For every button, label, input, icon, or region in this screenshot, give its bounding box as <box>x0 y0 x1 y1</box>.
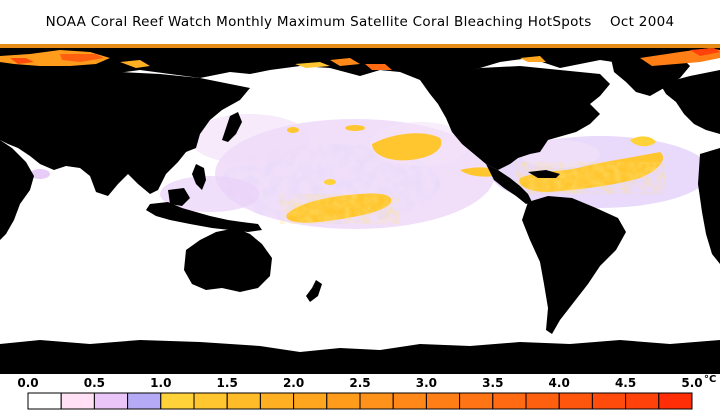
africa-east-land <box>0 140 34 240</box>
colorbar-bin-0 <box>27 392 62 410</box>
colorbar-bin-7 <box>259 392 295 410</box>
caribbean-land <box>528 170 560 178</box>
new-zealand-land <box>306 280 322 302</box>
colorbar-bin-17 <box>591 392 627 410</box>
colorbar-tick-label: 4.0 <box>548 376 570 390</box>
colorbar-bin-13 <box>459 392 494 410</box>
colorbar-bin-10 <box>359 392 394 410</box>
philippines-land <box>192 164 206 190</box>
colorbar-tick-label: 0.0 <box>17 376 39 390</box>
colorbar-tick-label: 5.0 <box>681 376 703 390</box>
colorbar-unit: °C <box>704 374 717 385</box>
colorbar-labels: °C 0.0 0.5 1.0 1.5 2.0 2.5 3.0 3.5 4.0 4.5 5.0 <box>0 374 720 392</box>
colorbar-tick-label: 0.5 <box>83 376 106 390</box>
colorbar-bin-4 <box>160 392 195 410</box>
australia-land <box>184 228 272 292</box>
colorbar-bin-2 <box>93 392 129 410</box>
colorbar-tick-label: 2.5 <box>349 376 371 390</box>
colorbar <box>27 392 693 410</box>
land-masses <box>0 44 720 374</box>
hotspot-map <box>0 44 720 374</box>
colorbar-bin-19 <box>658 392 693 410</box>
eurasia-land <box>0 62 250 196</box>
colorbar-bin-5 <box>193 392 228 410</box>
colorbar-tick-label: 3.5 <box>482 376 504 390</box>
colorbar-bin-12 <box>425 392 461 410</box>
colorbar-bin-16 <box>558 392 593 410</box>
colorbar-bin-6 <box>226 392 261 410</box>
antarctica-land <box>0 340 720 374</box>
hotspot-high-field <box>0 44 720 70</box>
south-america-land <box>522 196 626 334</box>
colorbar-tick-label: 1.0 <box>150 376 172 390</box>
africa-west-land <box>698 148 720 264</box>
colorbar-bin-14 <box>492 392 527 410</box>
north-america-land <box>420 66 610 170</box>
japan-land <box>222 112 242 142</box>
colorbar-bin-9 <box>326 392 361 410</box>
colorbar-bin-11 <box>392 392 427 410</box>
europe-right-land <box>660 70 720 134</box>
colorbar-bin-1 <box>60 392 95 410</box>
indonesia-land <box>146 202 262 232</box>
colorbar-tick-label: 1.5 <box>216 376 238 390</box>
colorbar-bin-8 <box>293 392 328 410</box>
colorbar-bin-18 <box>625 392 660 410</box>
hotspot-mid-field <box>280 125 665 224</box>
colorbar-bin-15 <box>525 392 560 410</box>
colorbar-bin-3 <box>127 392 162 410</box>
colorbar-tick-label: 4.5 <box>614 376 637 390</box>
map-title: NOAA Coral Reef Watch Monthly Maximum Sa… <box>45 14 675 30</box>
central-america-land <box>486 164 532 204</box>
colorbar-tick-label: 2.0 <box>282 376 305 390</box>
borneo-land <box>168 188 190 206</box>
colorbar-tick-label: 3.0 <box>415 376 438 390</box>
